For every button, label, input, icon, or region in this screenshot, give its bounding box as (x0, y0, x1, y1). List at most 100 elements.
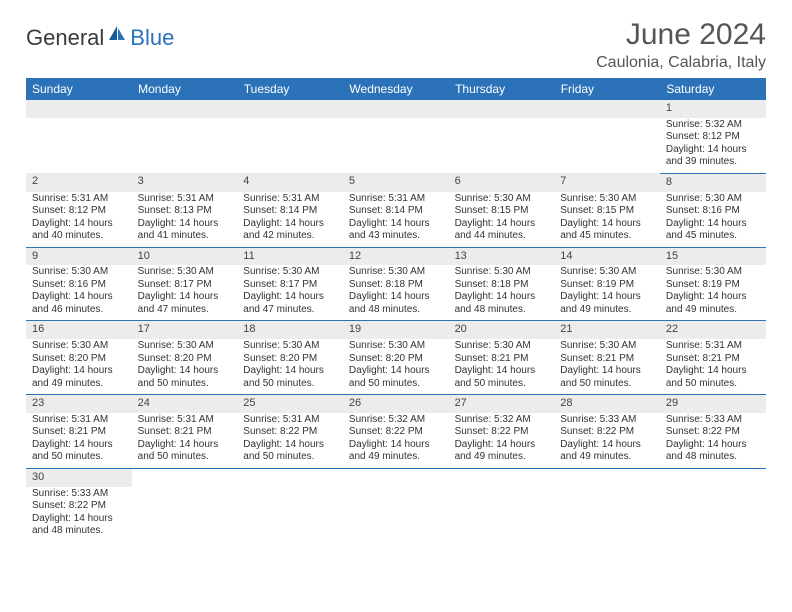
day-detail-line: and 49 minutes. (560, 451, 654, 464)
day-detail-line: Sunset: 8:19 PM (666, 279, 760, 292)
day-number-cell: 26 (343, 395, 449, 413)
day-detail-line: Sunset: 8:13 PM (138, 205, 232, 218)
calendar-page: General Blue June 2024 Caulonia, Calabri… (0, 0, 792, 560)
day-detail-line: Sunrise: 5:30 AM (243, 340, 337, 353)
day-details-cell (660, 487, 766, 542)
day-number-cell: 17 (132, 321, 238, 339)
day-details-cell: Sunrise: 5:30 AMSunset: 8:16 PMDaylight:… (26, 265, 132, 321)
day-detail-line: Sunrise: 5:30 AM (560, 340, 654, 353)
day-detail-line: Sunrise: 5:30 AM (349, 266, 443, 279)
day-details-cell: Sunrise: 5:31 AMSunset: 8:14 PMDaylight:… (237, 192, 343, 248)
day-detail-line: Sunrise: 5:30 AM (666, 193, 760, 206)
day-detail-line: Sunrise: 5:32 AM (455, 414, 549, 427)
day-detail-line: Daylight: 14 hours (32, 513, 126, 526)
day-detail-line: Sunset: 8:18 PM (349, 279, 443, 292)
day-detail-line: and 45 minutes. (560, 230, 654, 243)
day-number-cell (554, 100, 660, 118)
day-detail-line: and 49 minutes. (455, 451, 549, 464)
day-detail-line: Daylight: 14 hours (666, 365, 760, 378)
day-detail-line: Daylight: 14 hours (560, 365, 654, 378)
day-detail-line: Sunrise: 5:33 AM (666, 414, 760, 427)
day-number-cell: 5 (343, 173, 449, 191)
day-detail-line: Sunset: 8:17 PM (138, 279, 232, 292)
day-number-cell: 2 (26, 173, 132, 191)
day-detail-line: Sunrise: 5:31 AM (32, 414, 126, 427)
details-row: Sunrise: 5:31 AMSunset: 8:12 PMDaylight:… (26, 192, 766, 248)
day-detail-line: Daylight: 14 hours (666, 218, 760, 231)
day-details-cell: Sunrise: 5:32 AMSunset: 8:12 PMDaylight:… (660, 118, 766, 174)
day-number-cell: 21 (554, 321, 660, 339)
day-detail-line: Sunset: 8:16 PM (32, 279, 126, 292)
location: Caulonia, Calabria, Italy (596, 54, 766, 72)
day-details-cell (449, 118, 555, 174)
daynum-row: 9101112131415 (26, 247, 766, 265)
day-detail-line: Sunset: 8:16 PM (666, 205, 760, 218)
day-details-cell: Sunrise: 5:30 AMSunset: 8:20 PMDaylight:… (343, 339, 449, 395)
day-detail-line: Daylight: 14 hours (32, 291, 126, 304)
day-detail-line: Daylight: 14 hours (455, 291, 549, 304)
day-detail-line: and 50 minutes. (666, 378, 760, 391)
day-detail-line: Daylight: 14 hours (666, 144, 760, 157)
day-details-cell: Sunrise: 5:30 AMSunset: 8:18 PMDaylight:… (449, 265, 555, 321)
day-details-cell: Sunrise: 5:30 AMSunset: 8:19 PMDaylight:… (660, 265, 766, 321)
day-detail-line: Daylight: 14 hours (243, 439, 337, 452)
day-detail-line: Daylight: 14 hours (138, 365, 232, 378)
day-detail-line: Sunset: 8:22 PM (32, 500, 126, 513)
day-details-cell (132, 487, 238, 542)
day-details-cell: Sunrise: 5:30 AMSunset: 8:17 PMDaylight:… (237, 265, 343, 321)
day-detail-line: Sunset: 8:21 PM (666, 353, 760, 366)
day-detail-line: and 48 minutes. (666, 451, 760, 464)
day-detail-line: Sunset: 8:17 PM (243, 279, 337, 292)
sail-icon (107, 24, 127, 47)
day-detail-line: Daylight: 14 hours (349, 439, 443, 452)
day-detail-line: and 49 minutes. (666, 304, 760, 317)
day-detail-line: Daylight: 14 hours (138, 439, 232, 452)
day-details-cell (343, 487, 449, 542)
day-detail-line: Sunrise: 5:30 AM (32, 340, 126, 353)
day-detail-line: Sunset: 8:20 PM (349, 353, 443, 366)
month-title: June 2024 (596, 18, 766, 52)
day-number-cell: 20 (449, 321, 555, 339)
day-detail-line: Sunrise: 5:30 AM (455, 340, 549, 353)
day-number-cell (237, 468, 343, 486)
day-detail-line: Daylight: 14 hours (138, 291, 232, 304)
day-number-cell: 24 (132, 395, 238, 413)
day-details-cell (554, 118, 660, 174)
day-detail-line: Sunrise: 5:30 AM (560, 266, 654, 279)
day-detail-line: Daylight: 14 hours (349, 291, 443, 304)
day-number-cell (449, 100, 555, 118)
weekday-header: Tuesday (237, 78, 343, 100)
day-detail-line: Sunset: 8:15 PM (455, 205, 549, 218)
day-detail-line: Sunset: 8:21 PM (32, 426, 126, 439)
day-detail-line: and 42 minutes. (243, 230, 337, 243)
day-detail-line: Daylight: 14 hours (243, 218, 337, 231)
day-detail-line: and 48 minutes. (349, 304, 443, 317)
day-number-cell: 29 (660, 395, 766, 413)
day-detail-line: Sunset: 8:21 PM (138, 426, 232, 439)
weekday-header: Monday (132, 78, 238, 100)
day-detail-line: and 47 minutes. (138, 304, 232, 317)
day-detail-line: Sunrise: 5:30 AM (243, 266, 337, 279)
day-number-cell (554, 468, 660, 486)
day-details-cell (449, 487, 555, 542)
day-number-cell: 22 (660, 321, 766, 339)
day-details-cell (237, 487, 343, 542)
day-detail-line: Sunset: 8:21 PM (455, 353, 549, 366)
day-details-cell: Sunrise: 5:30 AMSunset: 8:21 PMDaylight:… (554, 339, 660, 395)
weekday-header: Saturday (660, 78, 766, 100)
day-detail-line: Sunrise: 5:33 AM (560, 414, 654, 427)
day-number-cell: 25 (237, 395, 343, 413)
day-details-cell: Sunrise: 5:33 AMSunset: 8:22 PMDaylight:… (554, 413, 660, 469)
day-detail-line: and 39 minutes. (666, 156, 760, 169)
calendar-table: Sunday Monday Tuesday Wednesday Thursday… (26, 78, 766, 542)
day-detail-line: and 50 minutes. (243, 451, 337, 464)
day-detail-line: Sunset: 8:15 PM (560, 205, 654, 218)
day-detail-line: Daylight: 14 hours (32, 365, 126, 378)
day-details-cell: Sunrise: 5:30 AMSunset: 8:15 PMDaylight:… (449, 192, 555, 248)
day-detail-line: and 49 minutes. (32, 378, 126, 391)
daynum-row: 16171819202122 (26, 321, 766, 339)
day-number-cell (449, 468, 555, 486)
day-number-cell: 8 (660, 173, 766, 191)
day-detail-line: Sunset: 8:14 PM (243, 205, 337, 218)
day-detail-line: Sunrise: 5:30 AM (455, 266, 549, 279)
